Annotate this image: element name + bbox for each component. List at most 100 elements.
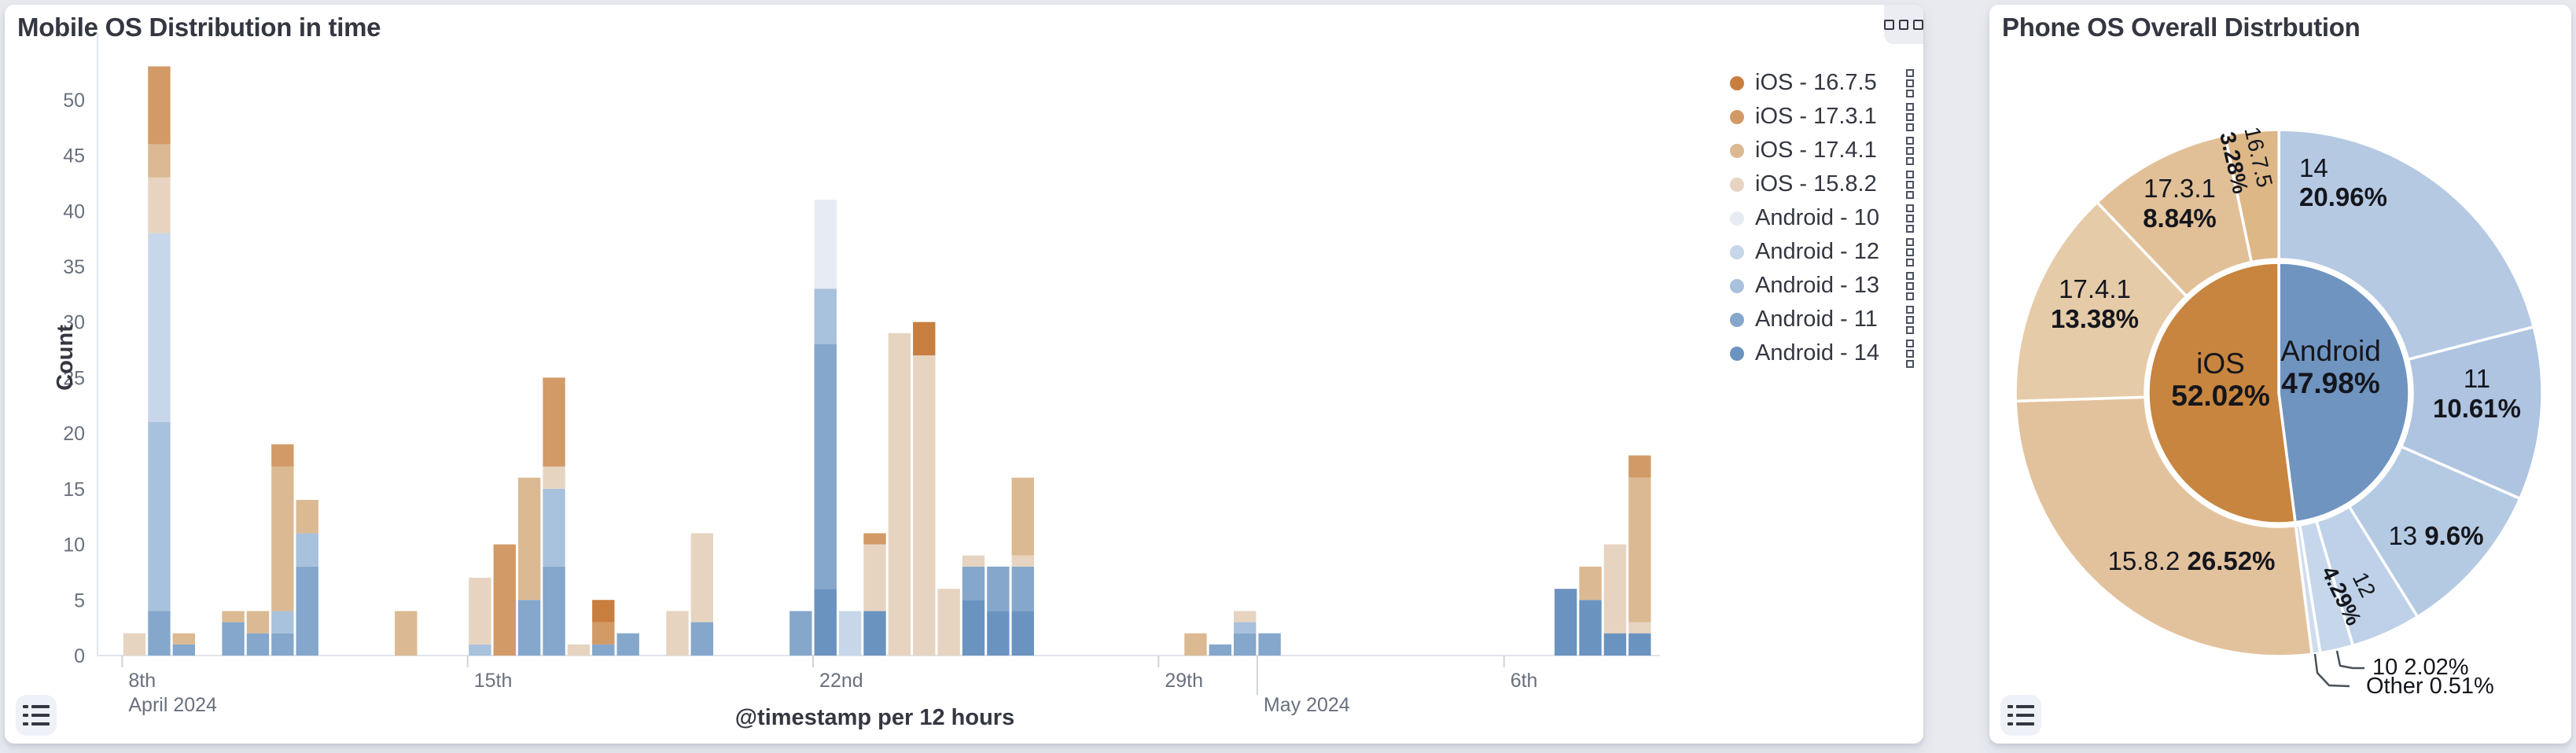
bar-segment[interactable] xyxy=(814,589,837,656)
bar-segment[interactable] xyxy=(987,566,1010,612)
legend-item-android-10[interactable]: Android - 10 xyxy=(1722,201,1919,235)
bar-segment[interactable] xyxy=(1011,477,1034,556)
legend-toggle-button[interactable] xyxy=(16,695,57,736)
bar-segment[interactable] xyxy=(271,444,294,467)
bar-segment[interactable] xyxy=(493,544,516,656)
legend-item-actions-icon[interactable] xyxy=(1906,339,1914,368)
bar-segment[interactable] xyxy=(567,644,591,656)
bar-segment[interactable] xyxy=(592,600,615,623)
bar-segment[interactable] xyxy=(222,611,245,623)
pie-slice-android[interactable] xyxy=(2277,261,2411,524)
legend-toggle-button[interactable] xyxy=(2000,695,2041,736)
legend-item-actions-icon[interactable] xyxy=(1906,237,1914,266)
bar-segment[interactable] xyxy=(1011,555,1034,567)
bar-segment[interactable] xyxy=(469,644,491,656)
bar-segment[interactable] xyxy=(517,477,541,601)
bar-segment[interactable] xyxy=(395,611,418,656)
bar-segment[interactable] xyxy=(296,533,318,567)
bar-segment[interactable] xyxy=(123,633,146,656)
bar-segment[interactable] xyxy=(592,644,615,656)
bar-segment[interactable] xyxy=(913,355,936,656)
bar-segment[interactable] xyxy=(543,566,565,656)
bar-segment[interactable] xyxy=(666,611,689,656)
bar-segment[interactable] xyxy=(246,611,270,634)
bar-segment[interactable] xyxy=(1603,544,1627,634)
legend-item-actions-icon[interactable] xyxy=(1906,170,1914,199)
bar-segment[interactable] xyxy=(616,633,639,656)
panel-title[interactable]: Mobile OS Distribution in time xyxy=(17,13,381,42)
bar-segment[interactable] xyxy=(271,466,294,612)
bar-segment[interactable] xyxy=(172,644,196,656)
bar-segment[interactable] xyxy=(172,633,196,645)
bar-segment[interactable] xyxy=(1234,633,1257,656)
legend-item-actions-icon[interactable] xyxy=(1906,102,1914,131)
bar-segment[interactable] xyxy=(863,533,886,545)
legend-item-ios-15.8.2[interactable]: iOS - 15.8.2 xyxy=(1722,167,1919,201)
bar-segment[interactable] xyxy=(1579,566,1602,601)
bar-segment[interactable] xyxy=(814,200,837,289)
bar-segment[interactable] xyxy=(246,633,270,656)
bar-segment[interactable] xyxy=(814,288,837,344)
bar-segment[interactable] xyxy=(937,589,960,656)
legend-item-actions-icon[interactable] xyxy=(1906,305,1914,334)
bar-segment[interactable] xyxy=(863,544,886,612)
pie-slice-ios-15.8.2[interactable] xyxy=(2014,395,2313,658)
legend-item-android-12[interactable]: Android - 12 xyxy=(1722,235,1919,269)
bar-segment[interactable] xyxy=(1579,600,1602,656)
bar-segment[interactable] xyxy=(1603,633,1627,656)
bar-segment[interactable] xyxy=(838,611,862,656)
legend-item-ios-17.4.1[interactable]: iOS - 17.4.1 xyxy=(1722,134,1919,167)
legend-item-actions-icon[interactable] xyxy=(1906,204,1914,233)
bar-segment[interactable] xyxy=(814,344,837,590)
bar-segment[interactable] xyxy=(962,555,985,567)
legend-item-ios-17.3.1[interactable]: iOS - 17.3.1 xyxy=(1722,100,1919,134)
legend-item-actions-icon[interactable] xyxy=(1906,136,1914,165)
bar-segment[interactable] xyxy=(543,466,565,489)
legend-item-actions-icon[interactable] xyxy=(1906,271,1914,300)
legend-item-android-14[interactable]: Android - 14 xyxy=(1722,336,1919,370)
bar-segment[interactable] xyxy=(962,566,985,601)
panel-menu-button[interactable] xyxy=(1884,5,1924,44)
bar-segment[interactable] xyxy=(690,533,714,623)
bar-segment[interactable] xyxy=(1209,644,1232,656)
pie-slice-ios-16.7.5[interactable] xyxy=(2223,128,2280,264)
bar-segment[interactable] xyxy=(1554,589,1577,656)
bar-segment[interactable] xyxy=(517,600,541,656)
bar-segment[interactable] xyxy=(888,332,911,656)
bar-segment[interactable] xyxy=(863,611,886,656)
bar-segment[interactable] xyxy=(296,500,318,534)
panel-title[interactable]: Phone OS Overall Distrbution xyxy=(2002,13,2361,42)
bar-segment[interactable] xyxy=(962,600,985,656)
bar-segment[interactable] xyxy=(1628,477,1651,623)
bar-segment[interactable] xyxy=(1184,633,1207,656)
bar-segment[interactable] xyxy=(148,233,171,422)
bar-segment[interactable] xyxy=(1628,622,1651,634)
bar-segment[interactable] xyxy=(1234,611,1257,623)
bar-segment[interactable] xyxy=(148,66,171,145)
bar-segment[interactable] xyxy=(148,144,171,178)
bar-segment[interactable] xyxy=(592,622,615,645)
bar-segment[interactable] xyxy=(543,377,565,467)
bar-segment[interactable] xyxy=(1258,633,1281,656)
bar-segment[interactable] xyxy=(1011,611,1034,656)
legend-item-ios-16.7.5[interactable]: iOS - 16.7.5 xyxy=(1722,66,1919,100)
legend-item-android-13[interactable]: Android - 13 xyxy=(1722,269,1919,303)
legend-item-actions-icon[interactable] xyxy=(1906,68,1914,97)
bar-segment[interactable] xyxy=(690,622,714,656)
bar-segment[interactable] xyxy=(1628,633,1651,656)
bar-segment[interactable] xyxy=(913,321,936,356)
bar-segment[interactable] xyxy=(1011,566,1034,612)
bar-segment[interactable] xyxy=(271,633,294,656)
pie-slice-android-14[interactable] xyxy=(2277,128,2536,362)
pie-slice-ios[interactable] xyxy=(2147,261,2297,525)
legend-item-android-11[interactable]: Android - 11 xyxy=(1722,303,1919,336)
bar-segment[interactable] xyxy=(1234,622,1257,634)
bar-segment[interactable] xyxy=(222,622,245,656)
bar-segment[interactable] xyxy=(469,578,491,645)
bar-segment[interactable] xyxy=(148,611,171,656)
bar-segment[interactable] xyxy=(789,611,812,656)
bar-segment[interactable] xyxy=(1628,455,1651,478)
bar-segment[interactable] xyxy=(148,177,171,233)
bar-segment[interactable] xyxy=(271,611,294,634)
bar-segment[interactable] xyxy=(148,422,171,612)
